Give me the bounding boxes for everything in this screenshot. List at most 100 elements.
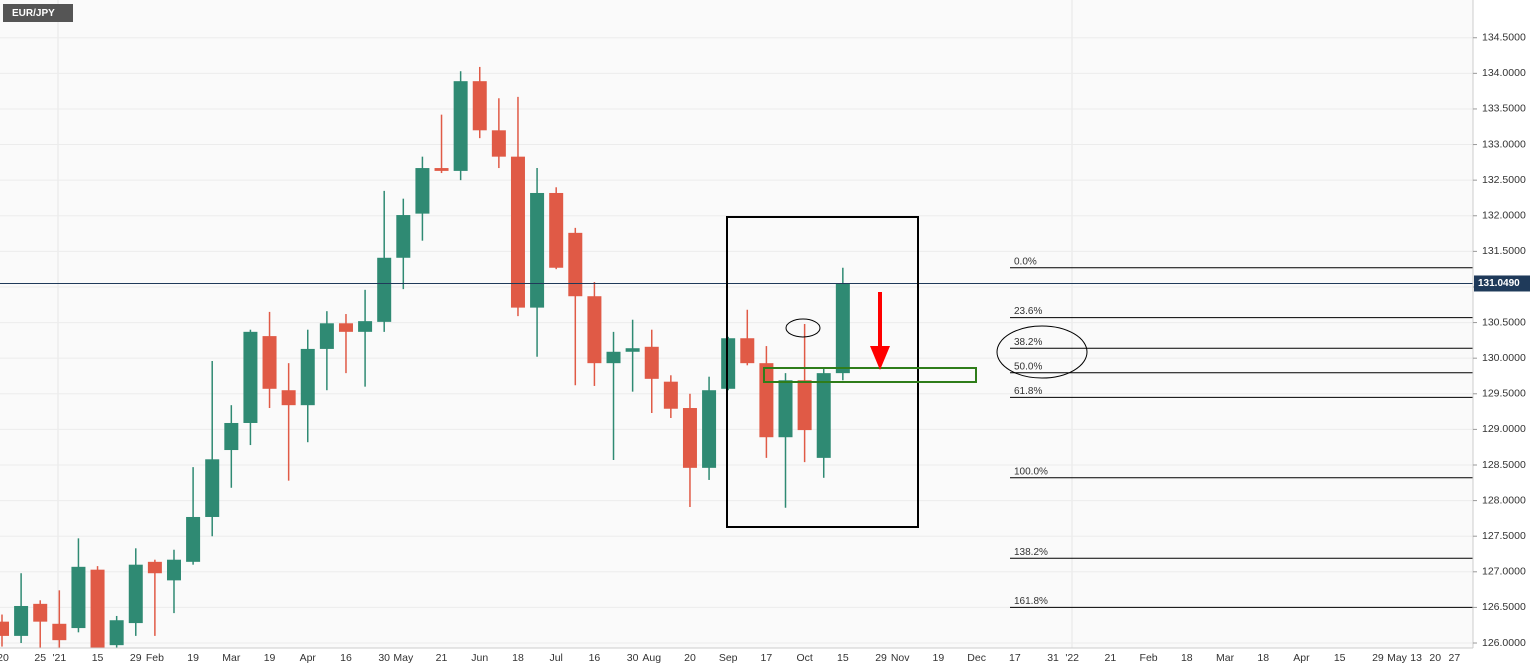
x-tick-label: 17 <box>761 652 773 664</box>
candle-body <box>14 605 29 636</box>
x-tick-label: 30 <box>378 652 390 664</box>
x-tick-label: 16 <box>340 652 352 664</box>
fib-label: 0.0% <box>1014 256 1037 267</box>
y-tick-label: 126.5000 <box>1482 601 1526 613</box>
fib-circle <box>996 325 1088 379</box>
fib-label: 61.8% <box>1014 386 1042 397</box>
y-tick-label: 134.0000 <box>1482 67 1526 79</box>
candle-body <box>0 621 9 636</box>
x-tick-label: Oct <box>796 652 812 664</box>
x-tick-label: May <box>1387 652 1408 664</box>
y-tick-label: 132.0000 <box>1482 210 1526 222</box>
title-badge <box>3 4 73 22</box>
chart-title: EUR/JPY <box>12 8 55 19</box>
candle-body <box>186 516 201 562</box>
x-tick-label: 18 <box>512 652 524 664</box>
x-tick-label: 20 <box>1429 652 1441 664</box>
x-tick-label: 20 <box>684 652 696 664</box>
y-tick-label: 132.5000 <box>1482 174 1526 186</box>
candle-body <box>759 363 774 438</box>
x-tick-label: 29 <box>875 652 887 664</box>
fib-levels: 0.0% 23.6% 38.2% 50.0% 61.8% 100.0% 138.2% 161.… <box>0 256 1473 608</box>
candle-body <box>721 338 736 389</box>
x-tick-label: '21 <box>52 652 66 664</box>
x-tick-label: '20 <box>0 652 9 664</box>
candle-body <box>71 566 86 629</box>
x-tick-label: 18 <box>1181 652 1193 664</box>
x-tick-label: May <box>393 652 414 664</box>
candle-body <box>587 296 602 364</box>
fib-label: 138.2% <box>1014 547 1048 558</box>
x-tick-label: '22 <box>1065 652 1079 664</box>
candle-body <box>128 564 143 624</box>
y-tick-label: 128.5000 <box>1482 459 1526 471</box>
candle-body <box>338 323 353 332</box>
x-tick-label: 13 <box>1410 652 1422 664</box>
x-tick-label: Mar <box>222 652 241 664</box>
candle-body <box>33 603 48 622</box>
x-tick-label: 15 <box>837 652 849 664</box>
candle-body <box>90 569 105 648</box>
candle-body <box>396 215 411 258</box>
fib-label: 161.8% <box>1014 596 1048 607</box>
x-tick-label: 21 <box>1105 652 1117 664</box>
y-tick-label: 129.0000 <box>1482 423 1526 435</box>
x-tick-label: Feb <box>146 652 164 664</box>
y-tick-label: 127.0000 <box>1482 566 1526 578</box>
y-tick-label: 130.0000 <box>1482 352 1526 364</box>
x-tick-label: Apr <box>1293 652 1310 664</box>
candle-body <box>358 321 373 332</box>
candle-body <box>625 348 640 352</box>
x-tick-label: 27 <box>1449 652 1461 664</box>
x-tick-label: 30 <box>627 652 639 664</box>
x-tick-label: Mar <box>1216 652 1235 664</box>
x-tick-label: Dec <box>967 652 986 664</box>
candle-body <box>166 559 181 581</box>
candle-body <box>606 351 621 364</box>
last-price-label: 131.0490 <box>1478 278 1520 289</box>
candle-body <box>702 390 717 468</box>
x-tick-label: 15 <box>92 652 104 664</box>
candle-body <box>109 620 124 646</box>
x-tick-label: Feb <box>1140 652 1158 664</box>
candle-body <box>472 81 487 131</box>
candle-body <box>530 192 545 308</box>
support-zone <box>763 367 977 383</box>
candle-body <box>491 130 506 157</box>
y-tick-label: 134.5000 <box>1482 32 1526 44</box>
candle-body <box>663 381 678 409</box>
fib-label: 38.2% <box>1014 337 1042 348</box>
highlight-box <box>726 216 919 528</box>
x-tick-label: 19 <box>264 652 276 664</box>
candle-body <box>453 81 468 171</box>
plot-area <box>0 0 1473 648</box>
x-tick-label: Sep <box>719 652 738 664</box>
candle-body <box>224 422 239 451</box>
candle-body <box>778 380 793 438</box>
candle-body <box>740 338 755 364</box>
x-tick-label: Jul <box>549 652 562 664</box>
y-tick-label: 133.0000 <box>1482 138 1526 150</box>
candle-body <box>300 348 315 406</box>
x-tick-label: 29 <box>1372 652 1384 664</box>
candle-body <box>147 561 162 574</box>
x-tick-label: Aug <box>642 652 661 664</box>
y-tick-label: 130.5000 <box>1482 316 1526 328</box>
candle-body <box>644 346 659 379</box>
candle-body <box>797 380 812 431</box>
x-tick-label: 19 <box>933 652 945 664</box>
axes: 126.0000 126.5000 127.0000 127.5000 128.0000… <box>0 32 1530 664</box>
x-tick-label: 25 <box>34 652 46 664</box>
fib-label: 50.0% <box>1014 361 1042 372</box>
y-tick-label: 131.5000 <box>1482 245 1526 257</box>
candle-body <box>816 373 831 458</box>
candle-body <box>377 257 392 322</box>
candle-body <box>319 323 334 349</box>
candle-body <box>434 168 449 171</box>
y-tick-label: 127.5000 <box>1482 530 1526 542</box>
x-tick-label: 16 <box>589 652 601 664</box>
last-price-tag <box>1474 275 1530 292</box>
candle-body <box>281 390 296 406</box>
candle-body <box>510 156 525 308</box>
